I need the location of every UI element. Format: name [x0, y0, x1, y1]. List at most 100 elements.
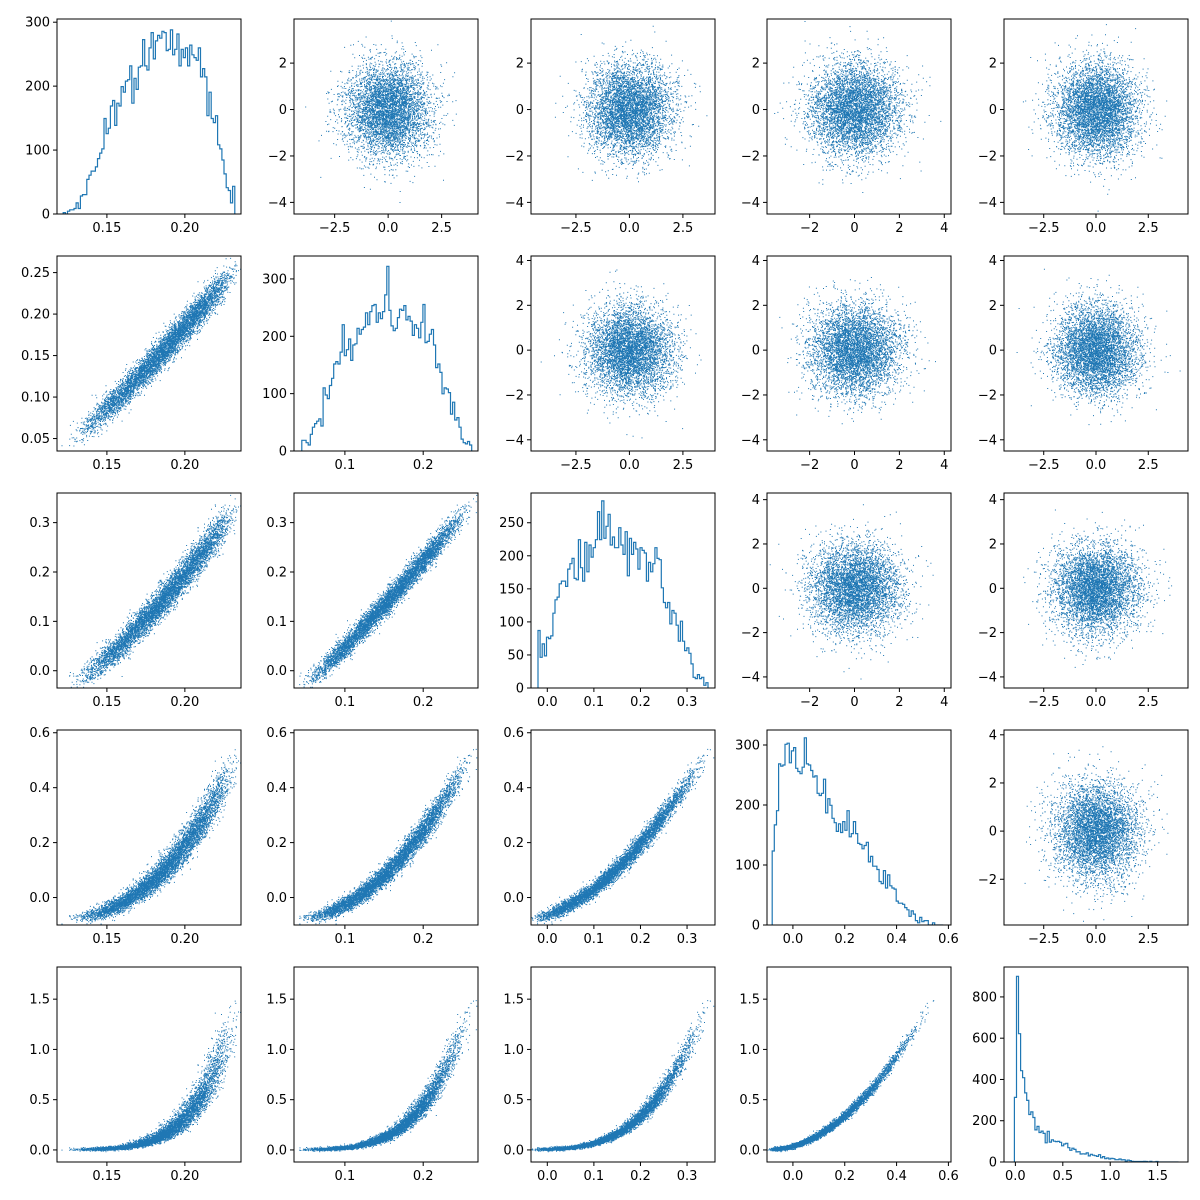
histogram	[772, 738, 943, 925]
histogram	[63, 30, 235, 214]
y-tick-label: 1.0	[29, 1043, 50, 1058]
x-tick-label: 0	[850, 695, 858, 710]
y-tick-label: −2	[741, 626, 760, 641]
x-tick-label: 0.6	[938, 932, 959, 947]
scatter-points	[524, 1000, 714, 1152]
x-tick-label: 2.5	[1138, 221, 1159, 236]
x-tick-label: 0.20	[170, 1169, 199, 1184]
y-tick-label: 0.5	[29, 1093, 50, 1108]
y-tick-label: 0.0	[29, 891, 50, 906]
y-tick-label: −2	[505, 388, 524, 403]
x-tick-label: −2.5	[1028, 221, 1060, 236]
x-tick-label: 0.0	[1005, 1169, 1026, 1184]
y-tick-label: 0.3	[266, 516, 287, 531]
scatter-points	[770, 504, 934, 679]
scatter-point-set	[770, 504, 934, 679]
scatter-point-set	[774, 21, 941, 193]
y-tick-label: 0.2	[266, 565, 287, 580]
axes-frame	[531, 730, 715, 925]
y-tick-label: 0.4	[29, 781, 50, 796]
y-tick-label: 0.0	[266, 891, 287, 906]
x-tick-label: 2.5	[1138, 458, 1159, 473]
y-tick-label: 100	[499, 615, 524, 630]
y-tick-label: 0.5	[503, 1093, 524, 1108]
y-tick-label: 100	[25, 144, 50, 159]
y-tick-label: 1.5	[739, 993, 760, 1008]
x-tick-label: −2.5	[560, 221, 592, 236]
y-tick-label: −4	[741, 196, 760, 211]
scatter-point-set	[299, 495, 477, 696]
x-tick-label: 2.5	[431, 221, 452, 236]
x-tick-label: 0.1	[584, 1169, 605, 1184]
axes-frame	[57, 493, 241, 688]
y-tick-label: 0	[989, 582, 997, 597]
histogram-step-line	[772, 738, 943, 925]
x-tick-label: 0.0	[537, 1169, 558, 1184]
y-tick-label: 200	[262, 330, 287, 345]
y-tick-label: −4	[268, 196, 287, 211]
y-tick-label: 1.5	[266, 993, 287, 1008]
scatter-point-set	[1023, 510, 1172, 668]
x-tick-label: 0.0	[1086, 695, 1107, 710]
y-tick-label: 0.20	[21, 308, 50, 323]
y-tick-label: 0.15	[21, 349, 50, 364]
y-tick-label: 100	[262, 387, 287, 402]
histogram-step-line	[1014, 976, 1178, 1162]
scatter-points	[1023, 510, 1172, 668]
y-tick-label: 0	[989, 825, 997, 840]
x-tick-label: 0.0	[619, 458, 640, 473]
y-tick-label: 0.10	[21, 391, 50, 406]
y-tick-label: 0.3	[29, 516, 50, 531]
x-tick-label: 0.15	[92, 458, 121, 473]
y-tick-label: 0	[752, 344, 760, 359]
y-tick-label: 4	[752, 493, 760, 508]
histogram	[302, 266, 472, 451]
axes-frame	[294, 730, 478, 925]
x-tick-label: 2	[895, 221, 903, 236]
histogram	[538, 501, 708, 688]
scatter-points	[62, 1000, 252, 1152]
x-tick-label: 0.4	[886, 1169, 907, 1184]
y-tick-label: 4	[989, 254, 997, 269]
y-tick-label: −4	[505, 433, 524, 448]
scatter-points	[299, 749, 477, 926]
panel-r1-c0: 0.15 0.200.050.100.150.200.25	[21, 256, 251, 473]
x-tick-label: 0.20	[170, 458, 199, 473]
axes-frame	[57, 967, 241, 1162]
histogram-step-line	[538, 501, 708, 688]
x-tick-label: 0.2	[834, 932, 855, 947]
x-tick-label: 2.5	[673, 458, 694, 473]
y-tick-label: −2	[505, 149, 524, 164]
scatter-point-set	[1023, 14, 1167, 211]
x-tick-label: 0.4	[886, 932, 907, 947]
x-tick-label: 0.1	[584, 932, 605, 947]
panel-r0-c2: −2.5 0.0 2.5−4−202	[505, 19, 715, 236]
y-tick-label: 0	[279, 103, 287, 118]
y-tick-label: −2	[268, 149, 287, 164]
x-tick-label: 0.0	[537, 932, 558, 947]
y-tick-label: 2	[752, 537, 760, 552]
panel-r2-c1: 0.1 0.20.00.10.20.3	[266, 493, 478, 710]
x-tick-label: 0.6	[938, 1169, 959, 1184]
x-tick-label: 2	[895, 458, 903, 473]
y-tick-label: 0	[516, 103, 524, 118]
y-tick-label: 200	[499, 549, 524, 564]
y-tick-label: 0.0	[266, 1143, 287, 1158]
scatter-point-set	[555, 26, 708, 182]
x-tick-label: 0.1	[335, 458, 356, 473]
x-tick-label: 2.5	[1138, 695, 1159, 710]
y-tick-label: 0	[752, 103, 760, 118]
y-tick-label: 0	[989, 1156, 997, 1171]
scatter-point-set	[62, 495, 252, 696]
x-tick-label: 1.5	[1147, 1169, 1168, 1184]
scatter-points	[555, 26, 708, 182]
x-tick-label: −2.5	[319, 221, 351, 236]
y-tick-label: 100	[735, 859, 760, 874]
y-tick-label: 0.6	[266, 726, 287, 741]
x-tick-label: 0.20	[170, 221, 199, 236]
x-tick-label: 0.2	[630, 1169, 651, 1184]
